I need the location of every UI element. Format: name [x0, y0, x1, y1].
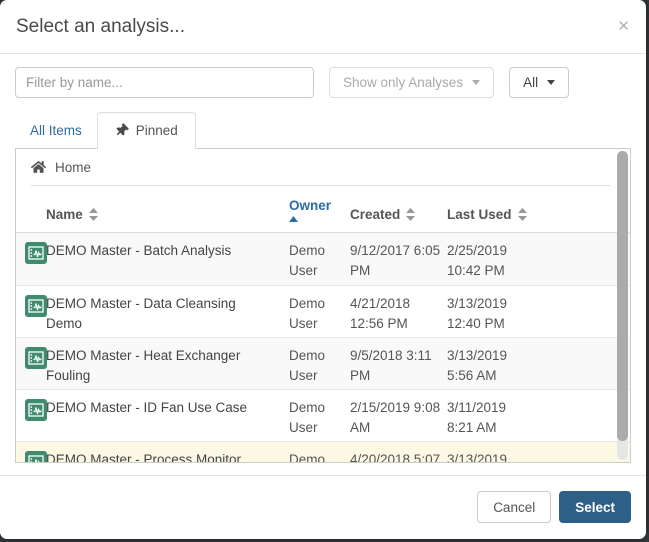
scope-filter-label: All — [523, 75, 538, 90]
analysis-last-used: 3/13/2019 7:00 — [447, 450, 542, 463]
tab-pinned-label: Pinned — [136, 123, 178, 138]
sort-asc-icon — [289, 216, 298, 222]
analysis-last-used: 3/11/2019 8:21 AM — [447, 398, 542, 441]
table-row[interactable]: DEMO Master - ID Fan Use Case Demo User … — [16, 389, 630, 441]
analysis-owner: Demo User — [289, 346, 350, 389]
analysis-icon — [16, 241, 46, 285]
breadcrumb-home-label: Home — [55, 160, 91, 175]
analysis-name: DEMO Master - Batch Analysis — [46, 241, 289, 285]
sort-both-icon — [406, 208, 415, 221]
dialog-header: Select an analysis... ✕ — [0, 0, 646, 54]
type-filter-label: Show only Analyses — [343, 75, 463, 90]
column-label: Created — [350, 207, 400, 222]
column-label: Last Used — [447, 207, 512, 222]
filter-toolbar: Show only Analyses All — [15, 67, 631, 98]
chevron-down-icon — [547, 80, 555, 89]
analysis-last-used: 3/13/2019 12:40 PM — [447, 294, 542, 337]
breadcrumb[interactable]: Home — [16, 149, 630, 185]
table-body: DEMO Master - Batch Analysis Demo User 9… — [16, 233, 630, 463]
column-label: Name — [46, 207, 83, 222]
type-filter-dropdown[interactable]: Show only Analyses — [329, 67, 494, 98]
analysis-created: 4/20/2018 5:07 — [350, 450, 447, 463]
sort-both-icon — [89, 208, 98, 221]
tab-all-items[interactable]: All Items — [15, 113, 97, 148]
table-row[interactable]: DEMO Master - Data Cleansing Demo Demo U… — [16, 285, 630, 337]
analysis-icon — [16, 294, 46, 337]
column-header-name[interactable]: Name — [46, 207, 289, 222]
scope-filter-dropdown[interactable]: All — [509, 67, 569, 98]
analysis-created: 9/12/2017 6:05 PM — [350, 241, 447, 285]
analysis-name: DEMO Master - Heat Exchanger Fouling — [46, 346, 289, 389]
dialog-body: Show only Analyses All All Items Pinned — [0, 54, 646, 464]
column-header-created[interactable]: Created — [350, 207, 447, 222]
table-row[interactable]: DEMO Master - Process Monitor Demo 4/20/… — [16, 441, 630, 463]
analysis-icon — [16, 450, 46, 463]
items-panel: Home Name Owner C — [15, 148, 631, 463]
column-label: Owner — [289, 198, 331, 213]
tab-pinned[interactable]: Pinned — [97, 112, 196, 149]
analysis-owner: Demo User — [289, 241, 350, 285]
vertical-scrollbar[interactable] — [617, 151, 628, 460]
analysis-owner: Demo User — [289, 294, 350, 337]
column-header-owner[interactable]: Owner — [289, 198, 350, 222]
analysis-last-used: 3/13/2019 5:56 AM — [447, 346, 542, 389]
analysis-name: DEMO Master - ID Fan Use Case — [46, 398, 289, 441]
dialog-title: Select an analysis... — [16, 17, 185, 38]
analysis-icon — [16, 398, 46, 441]
name-filter-input[interactable] — [15, 67, 314, 98]
select-analysis-dialog: Select an analysis... ✕ Show only Analys… — [0, 0, 646, 539]
analysis-owner: Demo — [289, 450, 350, 463]
table-row[interactable]: DEMO Master - Heat Exchanger Fouling Dem… — [16, 337, 630, 389]
analysis-name: DEMO Master - Data Cleansing Demo — [46, 294, 289, 337]
analysis-icon — [16, 346, 46, 389]
table-row[interactable]: DEMO Master - Batch Analysis Demo User 9… — [16, 233, 630, 285]
table-header: Name Owner Created — [16, 186, 630, 233]
sort-both-icon — [518, 208, 527, 221]
analysis-created: 2/15/2019 9:08 AM — [350, 398, 447, 441]
analysis-name: DEMO Master - Process Monitor — [46, 450, 289, 463]
tab-bar: All Items Pinned — [15, 112, 631, 148]
select-button[interactable]: Select — [559, 491, 631, 523]
analysis-last-used: 2/25/2019 10:42 PM — [447, 241, 542, 285]
column-header-last-used[interactable]: Last Used — [447, 207, 542, 222]
close-icon[interactable]: ✕ — [617, 19, 630, 34]
chevron-down-icon — [472, 80, 480, 89]
analysis-created: 9/5/2018 3:11 PM — [350, 346, 447, 389]
home-icon — [31, 160, 46, 174]
analysis-owner: Demo User — [289, 398, 350, 441]
pin-icon — [112, 121, 130, 139]
analysis-created: 4/21/2018 12:56 PM — [350, 294, 447, 337]
cancel-button[interactable]: Cancel — [477, 491, 551, 523]
dialog-footer: Cancel Select — [0, 475, 646, 539]
scrollbar-thumb[interactable] — [617, 151, 628, 441]
